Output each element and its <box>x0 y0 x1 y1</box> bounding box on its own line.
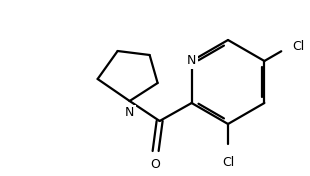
Text: Cl: Cl <box>222 156 234 169</box>
Text: O: O <box>151 158 161 171</box>
Text: N: N <box>187 55 196 68</box>
Text: Cl: Cl <box>292 39 305 52</box>
Text: N: N <box>125 106 134 119</box>
